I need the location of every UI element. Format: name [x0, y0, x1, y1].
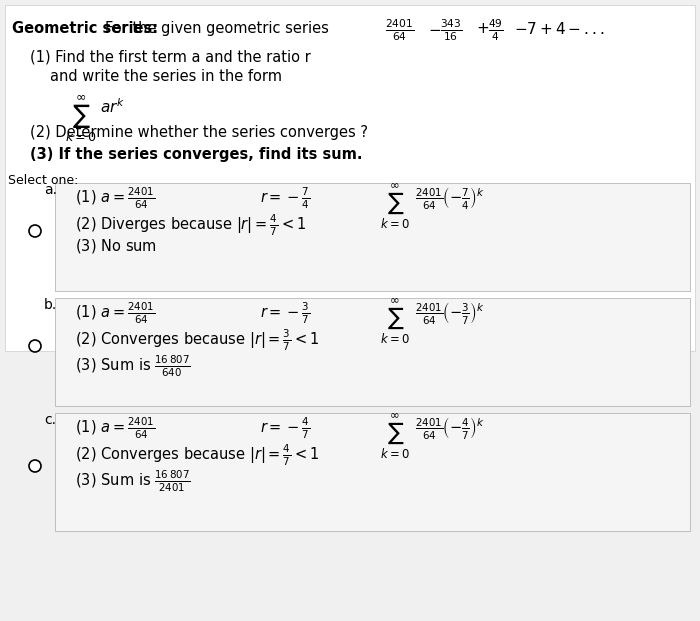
- Text: $+$: $+$: [476, 21, 489, 36]
- Text: $r = -\frac{7}{4}$: $r = -\frac{7}{4}$: [260, 186, 310, 211]
- Circle shape: [29, 460, 41, 472]
- Text: $\sum_{k=0}^{\infty}$: $\sum_{k=0}^{\infty}$: [380, 182, 410, 232]
- Text: $(1)\ a = \frac{2401}{64}$: $(1)\ a = \frac{2401}{64}$: [75, 186, 155, 211]
- FancyBboxPatch shape: [55, 298, 690, 406]
- Text: $(1)\ a = \frac{2401}{64}$: $(1)\ a = \frac{2401}{64}$: [75, 416, 155, 442]
- Text: $(2)\ \mathrm{Converges\ because}\ |r| = \frac{3}{7} < 1$: $(2)\ \mathrm{Converges\ because}\ |r| =…: [75, 328, 319, 353]
- Text: $r = -\frac{3}{7}$: $r = -\frac{3}{7}$: [260, 301, 310, 327]
- Text: $\frac{2401}{64}\left(-\frac{4}{7}\right)^k$: $\frac{2401}{64}\left(-\frac{4}{7}\right…: [415, 416, 485, 442]
- Text: (2) Determine whether the series converges ?: (2) Determine whether the series converg…: [30, 125, 368, 140]
- Circle shape: [29, 340, 41, 352]
- Text: $(3)\ \mathrm{Sum\ is}\ \frac{16\,807}{640}$: $(3)\ \mathrm{Sum\ is}\ \frac{16\,807}{6…: [75, 354, 190, 379]
- Text: $\sum_{k=0}^{\infty}$: $\sum_{k=0}^{\infty}$: [380, 412, 410, 461]
- Text: For the given geometric series: For the given geometric series: [105, 21, 329, 36]
- Text: $(2)\ \mathrm{Diverges\ because}\ |r| = \frac{4}{7} < 1$: $(2)\ \mathrm{Diverges\ because}\ |r| = …: [75, 213, 306, 238]
- Text: $(3)\ \mathrm{Sum\ is}\ \frac{16\,807}{2401}$: $(3)\ \mathrm{Sum\ is}\ \frac{16\,807}{2…: [75, 469, 190, 494]
- Text: b.: b.: [44, 298, 57, 312]
- Text: a.: a.: [44, 183, 57, 197]
- Text: $(2)\ \mathrm{Converges\ because}\ |r| = \frac{4}{7} < 1$: $(2)\ \mathrm{Converges\ because}\ |r| =…: [75, 443, 319, 468]
- Circle shape: [29, 225, 41, 237]
- Text: $\frac{343}{16}$: $\frac{343}{16}$: [440, 17, 463, 43]
- Text: $ar^k$: $ar^k$: [100, 97, 125, 116]
- Text: $- 7 + 4 - ...$: $- 7 + 4 - ...$: [514, 21, 605, 37]
- Text: $r = -\frac{4}{7}$: $r = -\frac{4}{7}$: [260, 416, 310, 442]
- Text: $\frac{2401}{64}$: $\frac{2401}{64}$: [385, 17, 414, 43]
- Text: $(1)\ a = \frac{2401}{64}$: $(1)\ a = \frac{2401}{64}$: [75, 301, 155, 327]
- Text: $\sum_{k=0}^{\infty}$: $\sum_{k=0}^{\infty}$: [380, 297, 410, 347]
- FancyBboxPatch shape: [55, 183, 690, 291]
- FancyBboxPatch shape: [55, 413, 690, 531]
- Text: $\sum_{k=0}^{\infty}$: $\sum_{k=0}^{\infty}$: [65, 93, 97, 144]
- Text: Geometric series:: Geometric series:: [12, 21, 158, 36]
- Text: $\frac{2401}{64}\left(-\frac{3}{7}\right)^k$: $\frac{2401}{64}\left(-\frac{3}{7}\right…: [415, 301, 485, 327]
- FancyBboxPatch shape: [5, 5, 695, 351]
- Text: c.: c.: [44, 413, 56, 427]
- Text: and write the series in the form: and write the series in the form: [50, 69, 282, 84]
- Text: $(3)\ \mathrm{No\ sum}$: $(3)\ \mathrm{No\ sum}$: [75, 237, 157, 255]
- Text: $\frac{49}{4}$: $\frac{49}{4}$: [488, 17, 503, 43]
- Text: $-$: $-$: [428, 21, 441, 36]
- Text: (1) Find the first term a and the ratio r: (1) Find the first term a and the ratio …: [30, 49, 311, 64]
- Text: $\frac{2401}{64}\left(-\frac{7}{4}\right)^k$: $\frac{2401}{64}\left(-\frac{7}{4}\right…: [415, 186, 485, 212]
- Text: Select one:: Select one:: [8, 174, 78, 187]
- Text: (3) If the series converges, find its sum.: (3) If the series converges, find its su…: [30, 147, 363, 162]
